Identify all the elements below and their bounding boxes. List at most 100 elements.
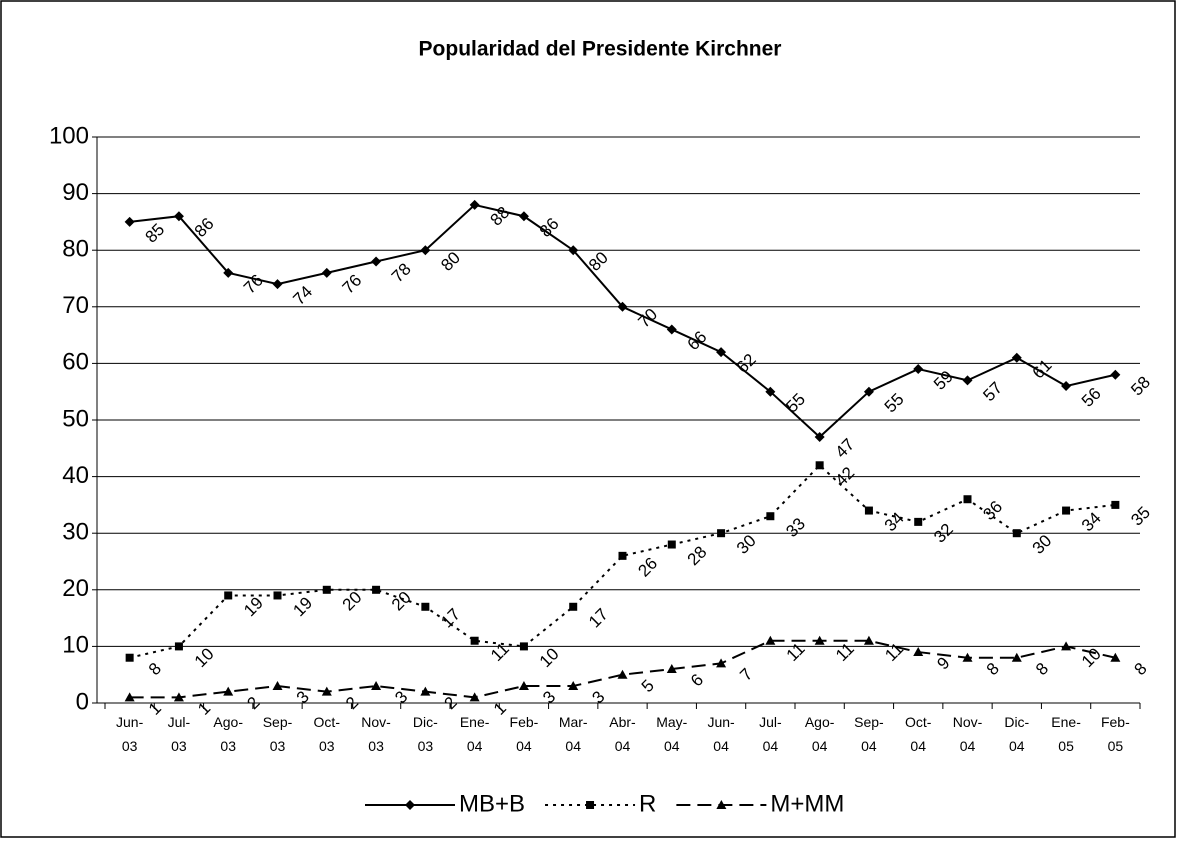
- y-tick-label: 80: [62, 236, 89, 263]
- x-tick-label: Nov-03: [361, 714, 391, 754]
- x-tick-label: May-04: [656, 714, 687, 754]
- marker: [913, 647, 924, 657]
- marker: [863, 635, 874, 645]
- marker: [568, 245, 579, 256]
- marker: [716, 658, 727, 668]
- x-tick-label: Dic-03: [413, 714, 438, 754]
- marker: [913, 364, 924, 375]
- marker: [518, 681, 529, 691]
- marker: [372, 585, 381, 594]
- marker: [766, 512, 775, 521]
- marker: [1110, 652, 1121, 662]
- x-tick-label: Jul-04: [759, 714, 782, 754]
- marker: [223, 686, 234, 696]
- marker: [914, 517, 923, 526]
- marker: [469, 692, 480, 702]
- marker: [125, 653, 134, 662]
- marker: [173, 692, 184, 702]
- x-tick-label: Feb-05: [1101, 714, 1130, 754]
- x-tick-label: Mar-04: [559, 714, 588, 754]
- marker: [765, 635, 776, 645]
- marker: [617, 301, 628, 312]
- y-tick-label: 10: [62, 632, 89, 659]
- marker: [321, 267, 332, 278]
- marker: [716, 800, 727, 809]
- marker: [815, 461, 824, 470]
- marker: [224, 591, 233, 600]
- x-tick-label: Oct-03: [314, 714, 341, 754]
- y-tick-label: 20: [62, 575, 89, 602]
- marker: [617, 669, 628, 679]
- marker: [1061, 641, 1072, 651]
- marker: [666, 324, 677, 335]
- x-tick-label: Ene-04: [460, 714, 490, 754]
- y-tick-label: 70: [62, 292, 89, 319]
- marker: [1011, 352, 1022, 363]
- marker: [717, 529, 726, 538]
- marker: [273, 591, 282, 600]
- x-tick-label: Jul-03: [168, 714, 191, 754]
- x-tick-label: Feb-04: [510, 714, 539, 754]
- x-tick-label: Jun-04: [707, 714, 735, 754]
- x-tick-label: Jun-03: [116, 714, 144, 754]
- chart-title: Popularidad del Presidente Kirchner: [419, 38, 782, 61]
- marker: [470, 636, 479, 645]
- marker: [371, 256, 382, 267]
- marker: [765, 386, 776, 397]
- marker: [519, 642, 528, 651]
- marker: [420, 686, 431, 696]
- marker: [962, 652, 973, 662]
- marker: [518, 211, 529, 222]
- x-tick-label: Ago-04: [805, 714, 835, 754]
- marker: [1012, 529, 1021, 538]
- x-tick-label: Oct-04: [905, 714, 932, 754]
- legend-label: R: [639, 790, 656, 817]
- marker: [568, 681, 579, 691]
- marker: [124, 216, 135, 227]
- marker: [814, 431, 825, 442]
- marker: [1061, 381, 1072, 392]
- y-tick-label: 90: [62, 179, 89, 206]
- marker: [667, 540, 676, 549]
- marker: [963, 495, 972, 504]
- x-tick-label: Ago-03: [213, 714, 243, 754]
- marker: [814, 635, 825, 645]
- marker: [569, 602, 578, 611]
- y-tick-label: 50: [62, 405, 89, 432]
- marker: [962, 375, 973, 386]
- marker: [174, 642, 183, 651]
- marker: [586, 801, 595, 809]
- x-tick-label: Dic-04: [1004, 714, 1029, 754]
- marker: [321, 686, 332, 696]
- marker: [371, 681, 382, 691]
- x-tick-label: Nov-04: [953, 714, 983, 754]
- y-tick-label: 100: [49, 122, 89, 149]
- marker: [1011, 652, 1022, 662]
- legend-label: M+MM: [770, 790, 844, 817]
- marker: [864, 506, 873, 515]
- marker: [420, 245, 431, 256]
- y-tick-label: 0: [76, 688, 89, 715]
- x-tick-label: Sep-04: [854, 714, 884, 754]
- marker: [223, 267, 234, 278]
- marker: [322, 585, 331, 594]
- y-tick-label: 40: [62, 462, 89, 489]
- marker: [124, 692, 135, 702]
- marker: [1062, 506, 1071, 515]
- marker: [618, 551, 627, 560]
- x-tick-label: Abr-04: [609, 714, 636, 754]
- marker: [716, 347, 727, 358]
- legend-label: MB+B: [459, 790, 525, 817]
- marker: [1110, 369, 1121, 380]
- marker: [421, 602, 430, 611]
- marker: [666, 664, 677, 674]
- marker: [173, 211, 184, 222]
- x-tick-label: Sep-03: [263, 714, 293, 754]
- marker: [469, 199, 480, 210]
- marker: [1111, 500, 1120, 509]
- marker: [863, 386, 874, 397]
- marker: [405, 800, 415, 810]
- marker: [272, 681, 283, 691]
